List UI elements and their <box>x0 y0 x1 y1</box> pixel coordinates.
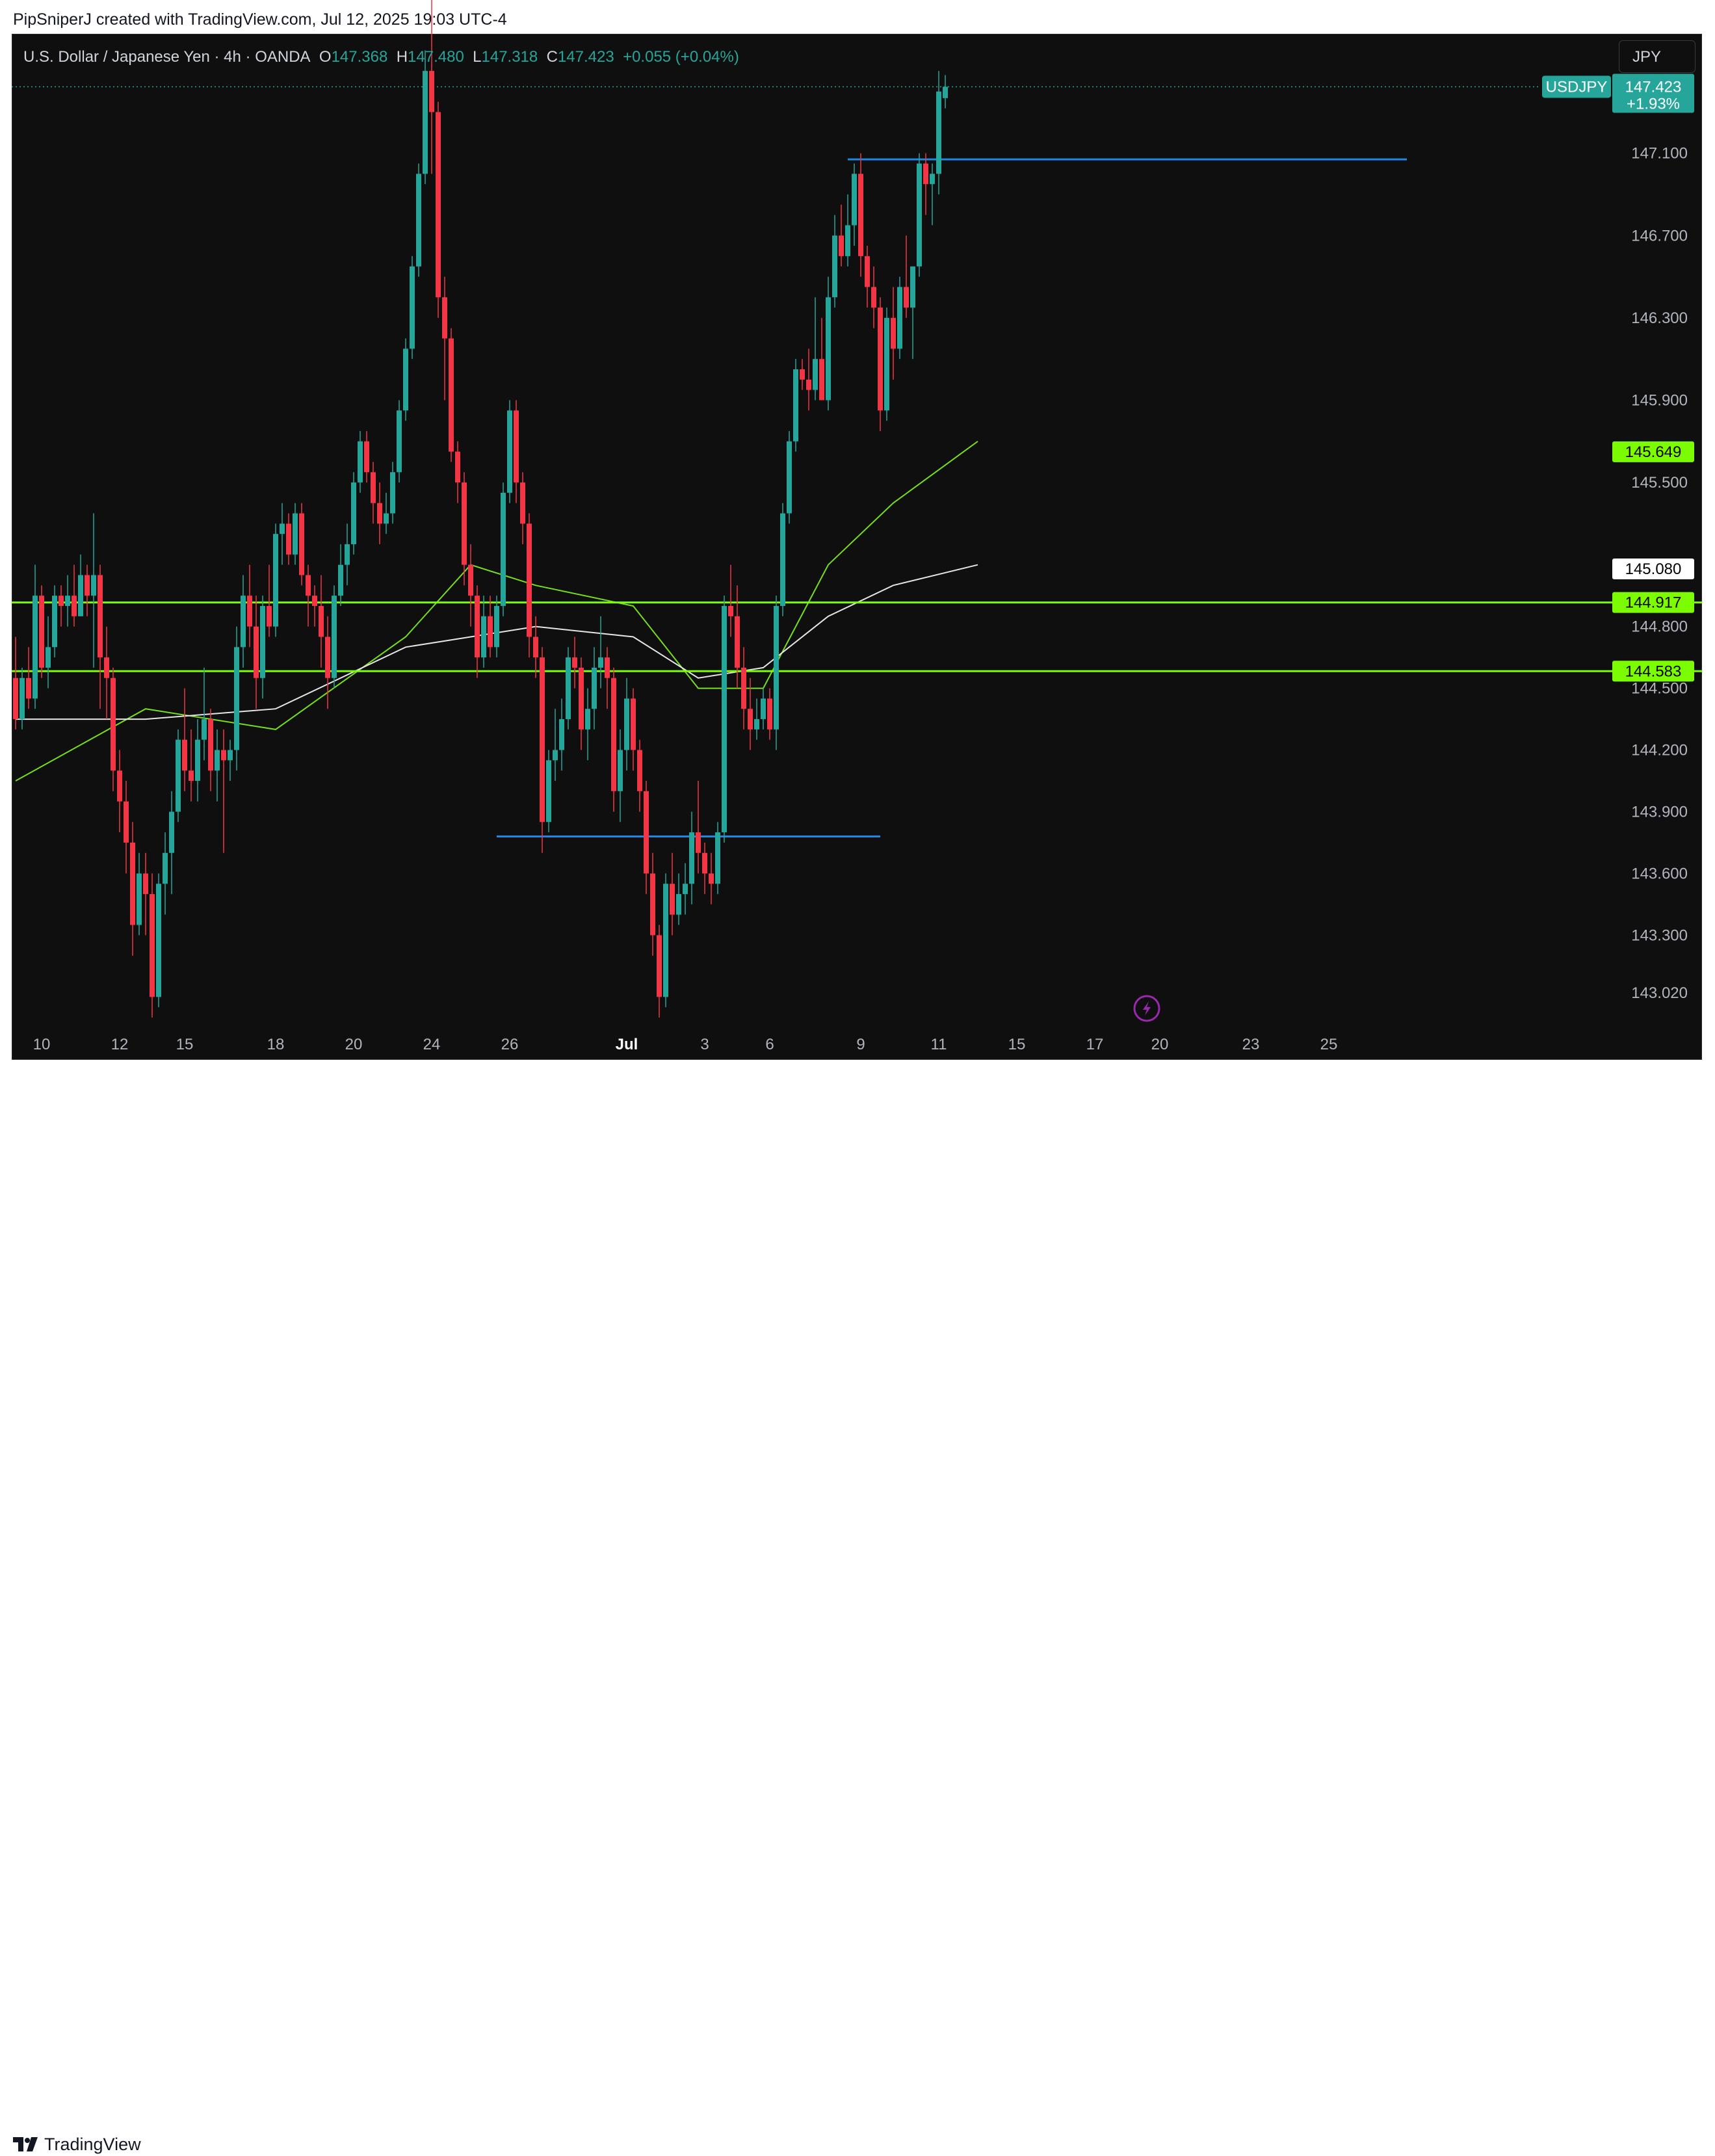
currency-button[interactable]: JPY <box>1619 40 1695 73</box>
symbol-legend: U.S. Dollar / Japanese Yen · 4h · OANDA … <box>23 48 739 66</box>
low-value: 147.318 <box>481 48 538 66</box>
high-label: H <box>396 48 408 66</box>
header-bar: PipSniperJ created with TradingView.com,… <box>0 0 1715 34</box>
low-label: L <box>473 48 482 66</box>
tradingview-logo-icon <box>13 2137 38 2151</box>
change-value: +0.055 (+0.04%) <box>623 48 739 66</box>
footer: TradingView <box>0 1060 1715 2154</box>
tradingview-logo[interactable]: TradingView <box>13 2133 141 2156</box>
tradingview-logo-text: TradingView <box>44 2134 141 2154</box>
close-label: C <box>546 48 558 66</box>
high-value: 147.480 <box>408 48 464 66</box>
close-value: 147.423 <box>557 48 614 66</box>
chart-frame[interactable] <box>12 34 1702 1060</box>
open-value: 147.368 <box>331 48 388 66</box>
open-label: O <box>319 48 332 66</box>
symbol-title: U.S. Dollar / Japanese Yen · 4h · OANDA <box>23 48 311 66</box>
chart-credit: PipSniperJ created with TradingView.com,… <box>13 10 507 29</box>
